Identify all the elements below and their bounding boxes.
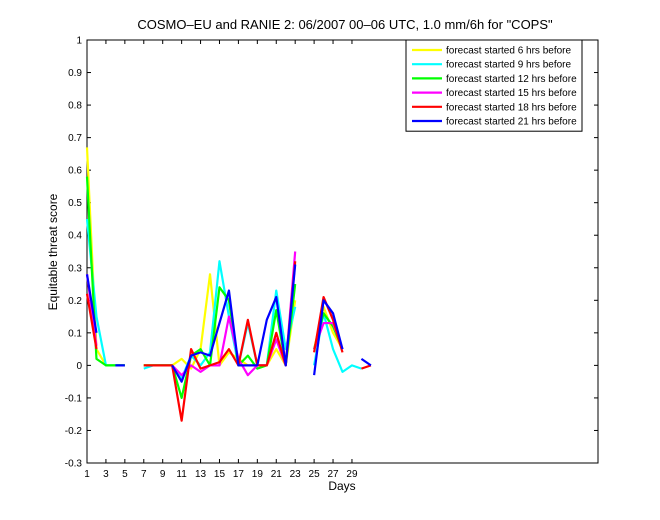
x-tick-label: 21 — [271, 469, 283, 480]
series-line-5 — [85, 261, 372, 422]
y-tick-label: 0.6 — [68, 166, 82, 177]
series-line-6 — [85, 264, 372, 383]
y-tick-label: 0.7 — [68, 133, 82, 144]
x-tick-label: 17 — [233, 469, 245, 480]
legend-label-5: forecast started 18 hrs before — [446, 102, 577, 113]
y-tick-label: 0 — [76, 361, 82, 372]
x-axis-label: Days — [328, 479, 355, 493]
legend-label-1: forecast started 6 hrs before — [446, 46, 572, 57]
y-tick-label: 0.2 — [68, 296, 82, 307]
y-tick-label: -0.1 — [65, 393, 83, 404]
legend-label-3: forecast started 12 hrs before — [446, 74, 577, 85]
x-axis: 1 3 5 7 9 11 13 15 17 19 21 23 25 27 29 — [84, 40, 358, 480]
legend-box — [405, 39, 583, 132]
series-group — [85, 147, 372, 422]
x-tick-label: 29 — [346, 469, 358, 480]
x-tick-label: 7 — [141, 469, 147, 480]
x-tick-label: 25 — [309, 469, 321, 480]
x-tick-label: 1 — [84, 469, 90, 480]
y-tick-label: 0.1 — [68, 328, 82, 339]
legend-label-6: forecast started 21 hrs before — [446, 117, 577, 128]
legend-label-4: forecast started 15 hrs before — [446, 88, 577, 99]
x-tick-label: 27 — [327, 469, 339, 480]
y-axis-label: Equitable threat score — [46, 193, 60, 310]
x-tick-label: 19 — [252, 469, 264, 480]
y-tick-label: 0.9 — [68, 68, 82, 79]
x-tick-label: 9 — [160, 469, 166, 480]
y-tick-label: 0.5 — [68, 198, 82, 209]
y-tick-label: -0.3 — [65, 459, 83, 470]
y-tick-label: 0.4 — [68, 231, 82, 242]
legend: forecast started 6 hrs before forecast st… — [405, 39, 583, 132]
y-tick-label: -0.2 — [65, 426, 83, 437]
x-tick-label: 11 — [176, 469, 187, 480]
x-tick-label: 23 — [290, 469, 302, 480]
x-tick-label: 15 — [214, 469, 226, 480]
y-tick-label: 0.8 — [68, 101, 82, 112]
y-tick-label: 1 — [76, 36, 82, 47]
legend-label-2: forecast started 9 hrs before — [446, 60, 572, 71]
plot-area — [86, 39, 599, 464]
x-tick-label: 13 — [195, 469, 207, 480]
chart-title: COSMO–EU and RANIE 2: 06/2007 00–06 UTC,… — [137, 17, 553, 32]
y-tick-label: 0.3 — [68, 263, 82, 274]
x-tick-label: 5 — [122, 469, 128, 480]
x-tick-label: 3 — [103, 469, 109, 480]
